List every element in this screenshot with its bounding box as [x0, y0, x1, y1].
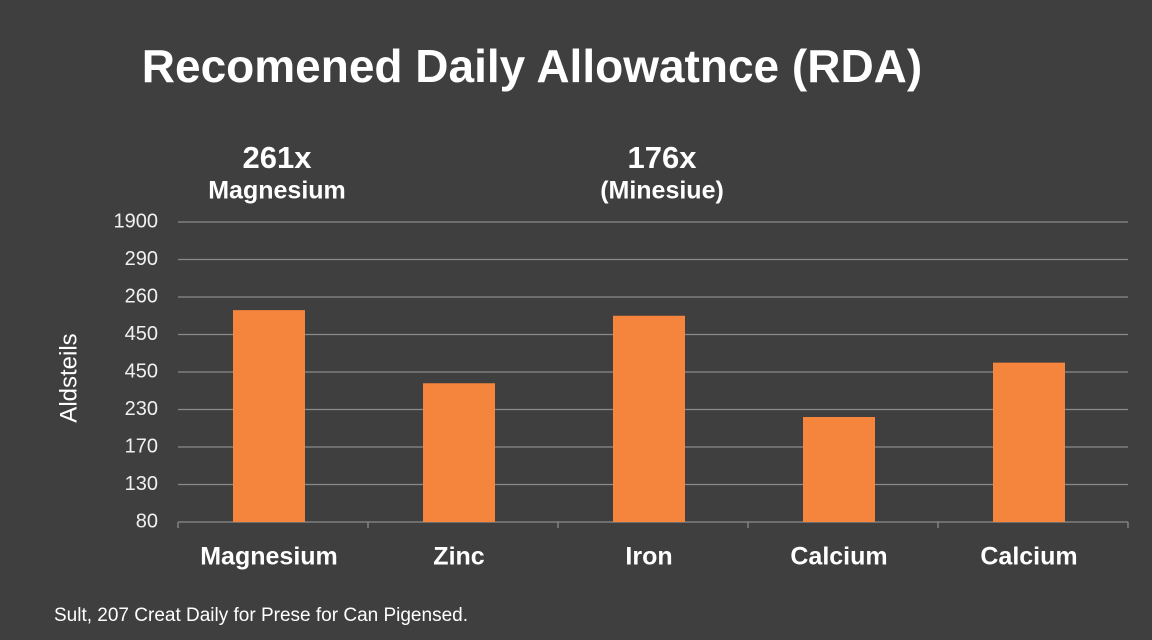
y-tick-label: 260: [125, 285, 158, 307]
y-tick-label: 170: [125, 435, 158, 457]
y-tick-label: 290: [125, 248, 158, 270]
y-tick-label: 230: [125, 398, 158, 420]
x-tick-label: Calcium: [790, 543, 887, 571]
y-tick-label: 450: [125, 323, 158, 345]
annotation-label: (Minesiue): [600, 177, 724, 205]
annotation-label: Magnesium: [208, 177, 346, 205]
bar: [233, 310, 305, 522]
x-tick-label: Iron: [625, 543, 672, 571]
annotation-value: 176x: [628, 140, 698, 175]
chart-title: Recomened Daily Allowatnce (RDA): [142, 40, 922, 92]
x-tick-label: Calcium: [980, 543, 1077, 571]
y-tick-label: 80: [136, 510, 158, 532]
x-tick-label: Magnesium: [200, 543, 338, 571]
bar: [613, 315, 685, 522]
bar: [803, 417, 875, 522]
bar: [993, 362, 1065, 522]
y-tick-label: 130: [125, 473, 158, 495]
annotation-value: 261x: [243, 140, 313, 175]
y-axis-label: Aldsteils: [55, 333, 82, 422]
bar: [423, 383, 495, 522]
x-tick-label: Zinc: [433, 543, 484, 571]
footnote: Sult, 207 Creat Daily for Prese for Can …: [54, 605, 468, 626]
y-tick-label: 450: [125, 360, 158, 382]
y-tick-label: 1900: [114, 210, 159, 232]
